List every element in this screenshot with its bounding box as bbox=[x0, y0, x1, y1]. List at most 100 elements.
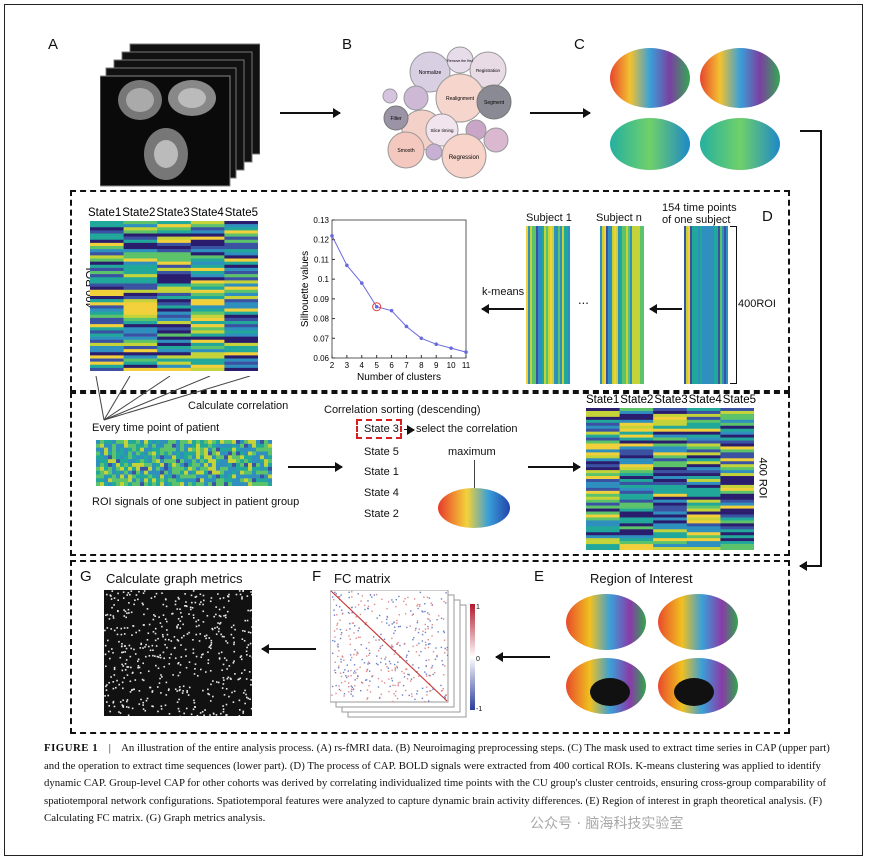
matrix-dot bbox=[137, 665, 140, 667]
signal-cell bbox=[136, 466, 141, 471]
heatmap-cell bbox=[90, 258, 124, 262]
heatmap-cell bbox=[686, 461, 721, 465]
heatmap-cell bbox=[586, 452, 620, 456]
matrix-dot bbox=[240, 658, 243, 661]
signal-cell bbox=[104, 451, 109, 456]
fc-dot bbox=[340, 689, 342, 692]
matrix-dot bbox=[176, 626, 178, 629]
fc-dot bbox=[339, 628, 342, 631]
signal-cell bbox=[188, 466, 193, 471]
heatmap-cell bbox=[224, 367, 258, 371]
matrix-dot bbox=[152, 654, 154, 657]
matrix-dot bbox=[157, 637, 159, 640]
timeseries-strip bbox=[606, 226, 609, 384]
fc-dot bbox=[412, 638, 414, 641]
signal-cell bbox=[120, 466, 125, 471]
heatmap-cell bbox=[586, 443, 620, 447]
fc-dot bbox=[335, 692, 337, 695]
signal-cell bbox=[96, 447, 101, 452]
signal-cell bbox=[144, 447, 149, 452]
matrix-dot bbox=[104, 644, 107, 647]
heatmap-cell bbox=[686, 413, 721, 418]
signal-cell bbox=[100, 466, 105, 471]
fc-dot bbox=[426, 686, 428, 688]
signal-cell bbox=[168, 447, 173, 452]
heatmap-cell bbox=[619, 490, 654, 495]
heatmap-cell bbox=[123, 267, 158, 272]
fc-dot bbox=[345, 629, 348, 631]
matrix-dot bbox=[174, 657, 177, 660]
fc-dot bbox=[442, 687, 444, 690]
signal-cell bbox=[248, 474, 253, 479]
fc-dot bbox=[438, 615, 440, 617]
matrix-dot bbox=[162, 635, 164, 638]
brain-mask-image bbox=[610, 48, 780, 170]
fc-dot bbox=[341, 613, 344, 615]
heatmap-cell bbox=[224, 308, 258, 312]
heatmap-cell bbox=[90, 252, 124, 256]
signal-cell bbox=[200, 470, 205, 475]
matrix-dot bbox=[181, 692, 184, 694]
matrix-dot bbox=[147, 670, 150, 673]
fc-dot bbox=[334, 636, 336, 638]
heatmap-cell bbox=[686, 508, 721, 512]
signal-cell bbox=[204, 451, 209, 456]
fc-dot bbox=[393, 653, 396, 655]
fmri-stack-image bbox=[100, 43, 260, 187]
signal-cell bbox=[268, 470, 272, 475]
signal-cell bbox=[196, 443, 201, 448]
matrix-dot bbox=[177, 662, 179, 665]
fc-dot bbox=[421, 640, 424, 642]
fc-dot bbox=[392, 622, 395, 624]
matrix-dot bbox=[192, 590, 195, 592]
fc-dot bbox=[423, 700, 426, 703]
heatmap-cell bbox=[90, 330, 124, 334]
signal-cell bbox=[236, 466, 241, 471]
signal-cell bbox=[204, 459, 209, 464]
signal-cell bbox=[200, 459, 205, 464]
fc-dot bbox=[394, 668, 396, 670]
matrix-dot bbox=[240, 655, 243, 657]
heatmap-cell bbox=[157, 258, 192, 262]
silhouette-chart: 0.060.070.080.090.10.110.120.132 3 4 5 6 7 8 9 1… bbox=[300, 216, 471, 383]
matrix-dot bbox=[222, 705, 224, 707]
heatmap-cell bbox=[653, 526, 688, 530]
fc-dot bbox=[366, 698, 368, 700]
fc-dot bbox=[359, 666, 361, 668]
x-tick-label: 4 bbox=[360, 361, 365, 370]
heatmap-cell bbox=[90, 302, 124, 306]
matrix-dot bbox=[202, 603, 204, 606]
signal-cell bbox=[256, 463, 261, 468]
heatmap-cell bbox=[619, 523, 654, 527]
fc-dot bbox=[410, 678, 413, 680]
signal-cell bbox=[100, 474, 105, 479]
matrix-dot bbox=[199, 668, 202, 671]
heatmap-cell bbox=[90, 339, 124, 344]
heatmap-cell bbox=[90, 227, 124, 231]
graph-metrics-title: Calculate graph metrics bbox=[106, 571, 243, 586]
graph-metrics-matrix bbox=[104, 590, 252, 716]
fc-dot bbox=[354, 679, 356, 681]
signal-cell bbox=[232, 447, 237, 452]
matrix-dot bbox=[202, 594, 205, 597]
fc-dot bbox=[413, 598, 416, 600]
heatmap-cell bbox=[157, 302, 192, 306]
fc-dot bbox=[369, 594, 372, 596]
heatmap-cell bbox=[653, 458, 688, 462]
timeseries-strip bbox=[696, 226, 699, 384]
signal-cell bbox=[244, 459, 249, 464]
fc-dot bbox=[441, 689, 444, 692]
matrix-dot bbox=[123, 609, 125, 611]
signal-cell bbox=[112, 474, 117, 479]
fc-dot bbox=[388, 660, 391, 663]
fc-dot bbox=[355, 672, 357, 674]
signal-cell bbox=[168, 451, 173, 456]
matrix-dot bbox=[225, 659, 228, 662]
matrix-dot bbox=[218, 658, 221, 660]
signal-cell bbox=[180, 447, 185, 452]
signal-cell bbox=[212, 463, 217, 468]
matrix-dot bbox=[187, 694, 190, 696]
fc-dot bbox=[347, 611, 350, 614]
fc-dot bbox=[373, 594, 376, 596]
signal-cell bbox=[264, 447, 269, 452]
